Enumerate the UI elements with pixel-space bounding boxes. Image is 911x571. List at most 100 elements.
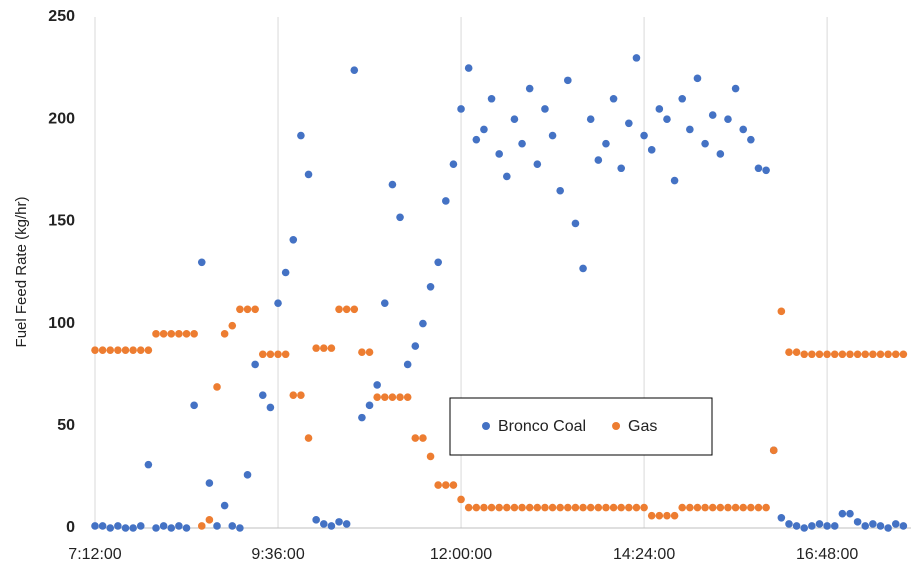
point xyxy=(449,481,458,489)
point xyxy=(678,503,687,512)
point xyxy=(747,135,755,144)
point xyxy=(388,180,397,189)
legend-label: Bronco Coal xyxy=(498,418,586,435)
point xyxy=(869,520,877,528)
legend-marker xyxy=(612,422,621,430)
point xyxy=(640,131,648,140)
point xyxy=(98,522,107,530)
legend-marker xyxy=(482,422,490,430)
point xyxy=(258,350,267,359)
point xyxy=(190,330,198,338)
point xyxy=(541,503,549,512)
point xyxy=(152,330,160,338)
point xyxy=(686,503,694,512)
point xyxy=(640,503,648,512)
point xyxy=(830,522,839,530)
point xyxy=(747,503,755,512)
point xyxy=(144,460,153,469)
point xyxy=(548,131,557,140)
point xyxy=(426,283,435,291)
point xyxy=(480,503,488,512)
y-tick-label: 50 xyxy=(57,417,75,434)
point xyxy=(121,346,130,354)
point xyxy=(853,350,862,359)
point xyxy=(777,513,786,522)
point xyxy=(876,522,885,530)
point xyxy=(266,350,275,359)
point xyxy=(533,160,542,168)
point xyxy=(846,350,854,359)
point xyxy=(281,268,290,277)
point xyxy=(251,360,259,369)
point xyxy=(785,348,793,357)
point xyxy=(632,54,641,62)
point xyxy=(716,150,725,158)
point xyxy=(632,503,641,512)
x-tick-label: 14:24:00 xyxy=(613,546,675,563)
point xyxy=(548,503,557,512)
legend-box xyxy=(449,397,713,456)
point xyxy=(731,503,740,512)
point xyxy=(327,522,336,530)
point xyxy=(518,139,526,148)
point xyxy=(891,520,900,528)
point xyxy=(708,503,717,512)
point xyxy=(670,511,679,520)
point xyxy=(114,346,122,354)
point xyxy=(510,503,519,512)
point xyxy=(350,305,359,314)
point xyxy=(655,105,664,113)
point xyxy=(129,524,137,532)
point xyxy=(541,105,549,113)
x-tick-label: 16:48:00 xyxy=(796,546,858,563)
point xyxy=(853,518,862,526)
point xyxy=(693,503,702,512)
point xyxy=(274,350,282,359)
point xyxy=(236,524,244,532)
point xyxy=(617,164,626,173)
point xyxy=(861,350,870,359)
point xyxy=(670,176,679,185)
point xyxy=(373,393,381,401)
point xyxy=(258,391,267,399)
point xyxy=(365,348,374,357)
point xyxy=(190,401,198,410)
point xyxy=(396,393,404,401)
point xyxy=(777,307,786,316)
point xyxy=(213,383,221,391)
point xyxy=(220,330,229,338)
point xyxy=(579,264,587,273)
point xyxy=(358,348,366,357)
point xyxy=(411,342,420,350)
point xyxy=(175,522,183,530)
point xyxy=(647,511,656,520)
point xyxy=(731,84,740,93)
point xyxy=(175,330,183,338)
point xyxy=(228,522,237,530)
point xyxy=(647,146,656,154)
point xyxy=(556,186,564,195)
point xyxy=(159,330,168,338)
y-tick-label: 250 xyxy=(48,8,75,25)
y-tick-label: 100 xyxy=(48,315,75,332)
point xyxy=(236,305,244,314)
point xyxy=(319,344,328,352)
point xyxy=(197,522,206,530)
point xyxy=(121,524,130,532)
point xyxy=(762,503,770,512)
point xyxy=(564,76,572,85)
point xyxy=(792,522,801,530)
point xyxy=(594,503,603,512)
point xyxy=(335,305,343,314)
point xyxy=(167,524,176,532)
point xyxy=(243,305,252,314)
point xyxy=(205,479,214,487)
point xyxy=(304,170,313,179)
x-tick-label: 7:12:00 xyxy=(68,546,121,563)
point xyxy=(426,452,435,461)
point xyxy=(716,503,725,512)
point xyxy=(205,516,214,524)
point xyxy=(91,522,99,530)
point xyxy=(510,115,519,123)
